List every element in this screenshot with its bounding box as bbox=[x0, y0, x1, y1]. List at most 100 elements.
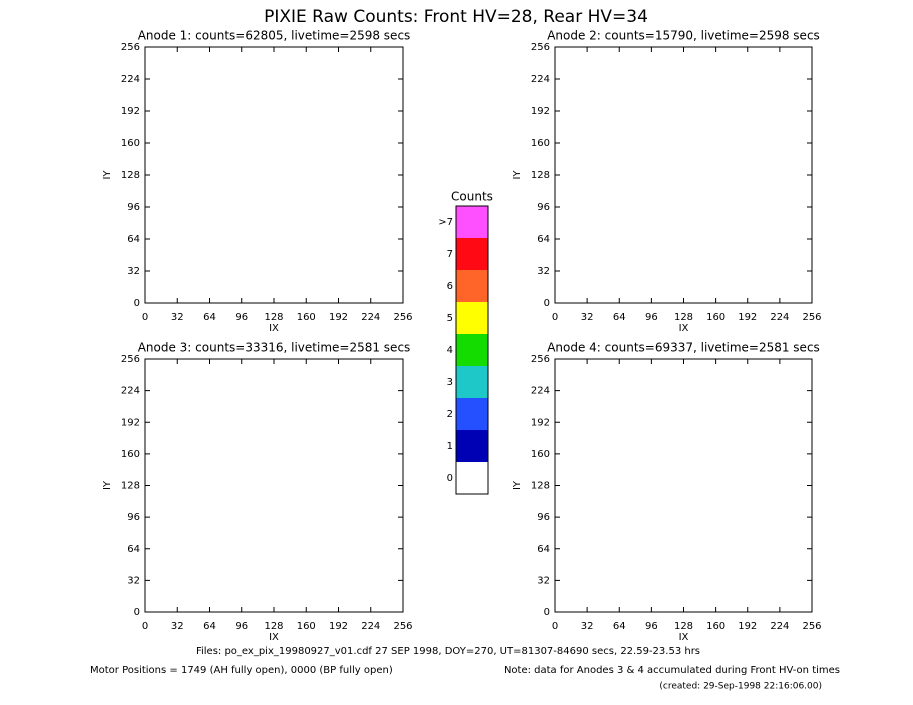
x-tick-label: 128 bbox=[264, 312, 283, 323]
colorbar-swatch bbox=[456, 430, 488, 462]
plot-frame bbox=[144, 46, 404, 304]
x-tick-label: 256 bbox=[393, 312, 412, 323]
y-tick-label: 128 bbox=[121, 170, 140, 181]
y-tick-label: 256 bbox=[121, 354, 140, 365]
y-axis-label: IY bbox=[102, 480, 113, 490]
colorbar-title: Counts bbox=[451, 190, 493, 204]
y-tick-label: 64 bbox=[537, 544, 550, 555]
x-tick-label: 64 bbox=[613, 621, 626, 632]
x-tick-label: 96 bbox=[235, 621, 248, 632]
x-tick-label: 160 bbox=[706, 312, 725, 323]
y-tick-label: 256 bbox=[531, 42, 550, 53]
x-tick-label: 0 bbox=[142, 621, 148, 632]
y-tick-label: 0 bbox=[544, 298, 550, 309]
x-tick-label: 224 bbox=[770, 621, 789, 632]
x-tick-label: 96 bbox=[645, 312, 658, 323]
y-tick-label: 192 bbox=[121, 417, 140, 428]
y-tick-label: 160 bbox=[531, 449, 550, 460]
y-tick-label: 32 bbox=[537, 266, 550, 277]
x-tick-label: 128 bbox=[264, 621, 283, 632]
footer-created: (created: 29-Sep-1998 22:16:06.00) bbox=[659, 682, 822, 692]
y-tick-label: 256 bbox=[121, 42, 140, 53]
x-axis-label: IX bbox=[679, 323, 689, 334]
panel-title: Anode 1: counts=62805, livetime=2598 sec… bbox=[138, 29, 411, 43]
colorbar-swatch bbox=[456, 270, 488, 302]
panel-title: Anode 3: counts=33316, livetime=2581 sec… bbox=[138, 341, 411, 355]
y-axis-label: IY bbox=[512, 170, 523, 180]
colorbar-swatch bbox=[456, 398, 488, 430]
colorbar-label: 3 bbox=[447, 377, 453, 388]
plot-frame bbox=[144, 358, 404, 613]
x-tick-label: 32 bbox=[171, 312, 184, 323]
y-tick-label: 160 bbox=[531, 138, 550, 149]
x-tick-label: 192 bbox=[329, 621, 348, 632]
y-tick-label: 128 bbox=[121, 481, 140, 492]
x-tick-label: 0 bbox=[142, 312, 148, 323]
y-tick-label: 0 bbox=[544, 607, 550, 618]
y-tick-label: 32 bbox=[127, 575, 140, 586]
x-tick-label: 64 bbox=[203, 312, 216, 323]
y-tick-label: 128 bbox=[531, 481, 550, 492]
y-tick-label: 256 bbox=[531, 354, 550, 365]
y-tick-label: 96 bbox=[127, 202, 140, 213]
panel-title: Anode 2: counts=15790, livetime=2598 sec… bbox=[547, 29, 820, 43]
colorbar-swatch bbox=[456, 462, 488, 494]
x-tick-label: 160 bbox=[706, 621, 725, 632]
y-tick-label: 192 bbox=[121, 106, 140, 117]
colorbar-label: 5 bbox=[447, 313, 453, 324]
y-tick-label: 224 bbox=[121, 386, 140, 397]
x-tick-label: 128 bbox=[674, 621, 693, 632]
x-axis-label: IX bbox=[269, 323, 279, 334]
x-tick-label: 224 bbox=[770, 312, 789, 323]
x-tick-label: 256 bbox=[802, 621, 821, 632]
colorbar-label: 7 bbox=[447, 249, 453, 260]
x-tick-label: 160 bbox=[297, 621, 316, 632]
y-tick-label: 96 bbox=[537, 202, 550, 213]
colorbar-label: 0 bbox=[447, 473, 453, 484]
y-tick-label: 192 bbox=[531, 417, 550, 428]
y-tick-label: 64 bbox=[127, 544, 140, 555]
x-tick-label: 32 bbox=[581, 621, 594, 632]
x-tick-label: 96 bbox=[235, 312, 248, 323]
colorbar-swatch bbox=[456, 302, 488, 334]
y-tick-label: 0 bbox=[134, 298, 140, 309]
y-tick-label: 32 bbox=[127, 266, 140, 277]
colorbar-swatch bbox=[456, 334, 488, 366]
x-tick-label: 160 bbox=[297, 312, 316, 323]
colorbar-swatch bbox=[456, 206, 488, 238]
y-axis-label: IY bbox=[102, 170, 113, 180]
y-tick-label: 160 bbox=[121, 449, 140, 460]
y-tick-label: 224 bbox=[121, 74, 140, 85]
x-tick-label: 192 bbox=[738, 621, 757, 632]
x-tick-label: 96 bbox=[645, 621, 658, 632]
y-tick-label: 160 bbox=[121, 138, 140, 149]
x-tick-label: 128 bbox=[674, 312, 693, 323]
x-tick-label: 0 bbox=[552, 621, 558, 632]
colorbar-frame bbox=[455, 205, 489, 495]
x-tick-label: 256 bbox=[393, 621, 412, 632]
colorbar-swatch bbox=[456, 238, 488, 270]
x-tick-label: 256 bbox=[802, 312, 821, 323]
y-tick-label: 64 bbox=[127, 234, 140, 245]
page-title: PIXIE Raw Counts: Front HV=28, Rear HV=3… bbox=[264, 7, 648, 27]
colorbar-label: 2 bbox=[447, 409, 453, 420]
colorbar-label: 1 bbox=[447, 441, 453, 452]
x-axis-label: IX bbox=[269, 632, 279, 643]
footer-motor: Motor Positions = 1749 (AH fully open), … bbox=[90, 665, 393, 676]
panel-title: Anode 4: counts=69337, livetime=2581 sec… bbox=[547, 341, 820, 355]
x-tick-label: 224 bbox=[361, 312, 380, 323]
y-tick-label: 224 bbox=[531, 74, 550, 85]
x-tick-label: 224 bbox=[361, 621, 380, 632]
x-tick-label: 192 bbox=[738, 312, 757, 323]
y-tick-label: 64 bbox=[537, 234, 550, 245]
y-tick-label: 0 bbox=[134, 607, 140, 618]
colorbar-swatch bbox=[456, 366, 488, 398]
footer-note: Note: data for Anodes 3 & 4 accumulated … bbox=[504, 665, 840, 676]
y-tick-label: 128 bbox=[531, 170, 550, 181]
x-tick-label: 192 bbox=[329, 312, 348, 323]
x-tick-label: 32 bbox=[171, 621, 184, 632]
plot-frame bbox=[554, 46, 813, 304]
footer-files: Files: po_ex_pix_19980927_v01.cdf 27 SEP… bbox=[196, 646, 700, 657]
y-tick-label: 192 bbox=[531, 106, 550, 117]
x-tick-label: 32 bbox=[581, 312, 594, 323]
